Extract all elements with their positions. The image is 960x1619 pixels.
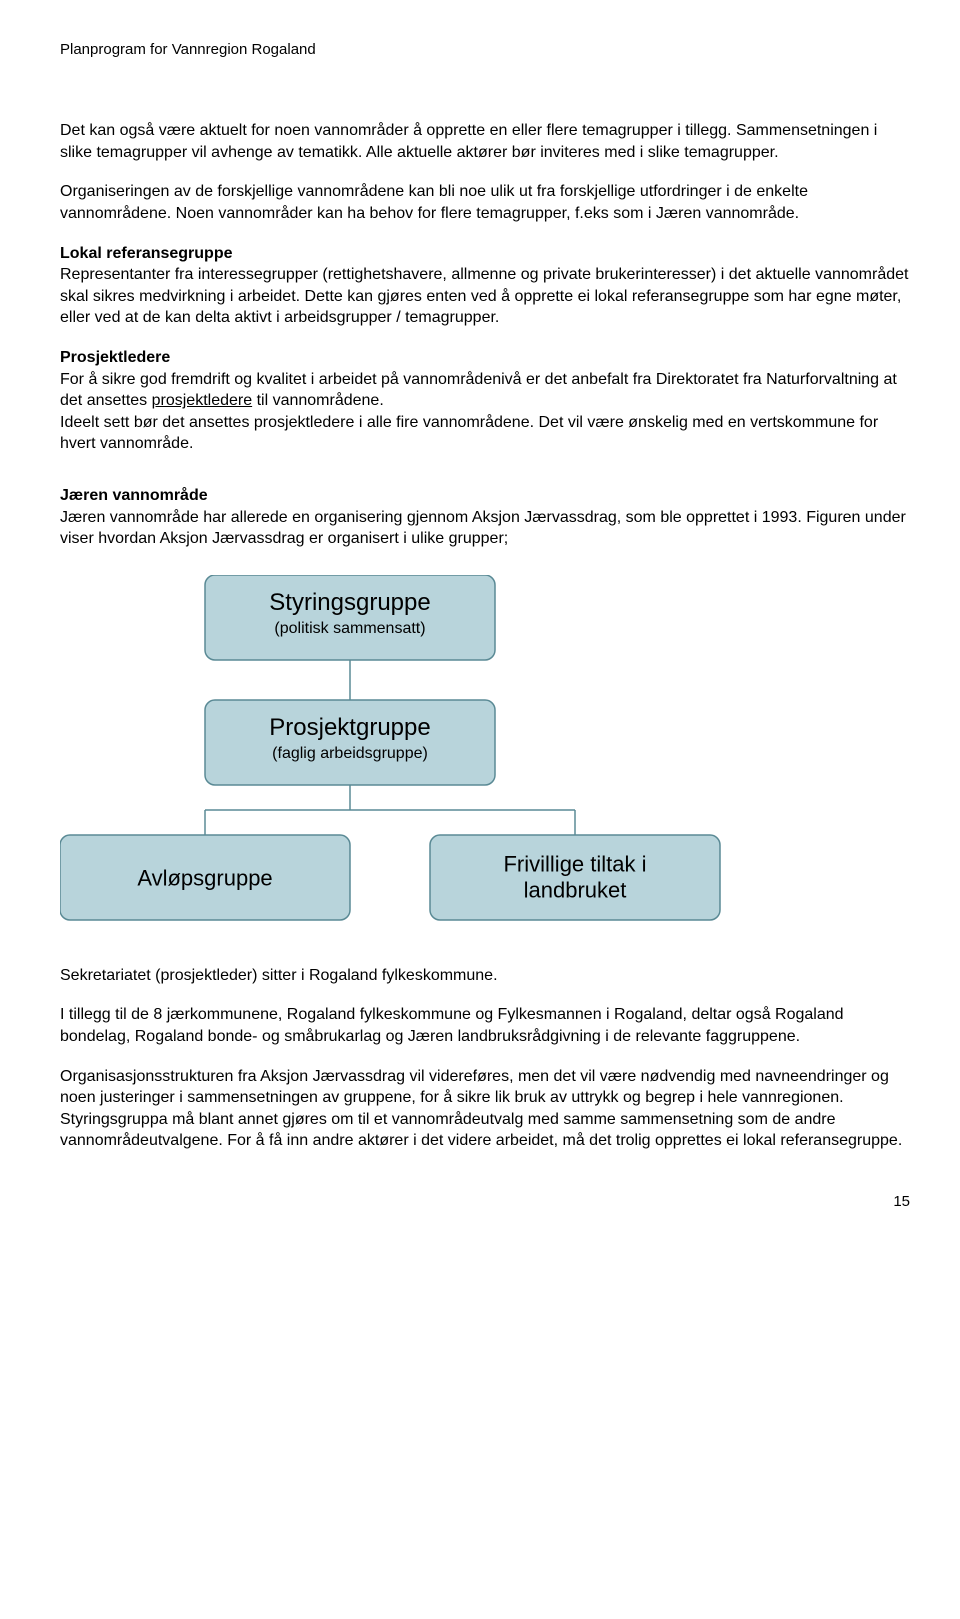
svg-text:Prosjektgruppe: Prosjektgruppe [269,714,430,741]
diagram-node-pros [205,700,495,785]
svg-text:landbruket: landbruket [524,877,627,902]
section-body-prosjektledere-b: til vannområdene. [252,392,384,409]
svg-text:(faglig arbeidsgruppe): (faglig arbeidsgruppe) [272,745,428,762]
section-body-prosjektledere-2: Ideelt sett bør det ansettes prosjektled… [60,414,878,453]
paragraph-intro-2: Organiseringen av de forskjellige vannom… [60,181,910,224]
section-jaeren: Jæren vannområde Jæren vannområde har al… [60,485,910,550]
org-diagram-svg: Styringsgruppe (politisk sammensatt) Prosj… [60,575,820,930]
section-title-prosjektledere: Prosjektledere [60,349,170,366]
underlined-prosjektledere: prosjektledere [152,392,253,409]
section-prosjektledere: Prosjektledere For å sikre god fremdrift… [60,347,910,455]
org-diagram: Styringsgruppe (politisk sammensatt) Prosj… [60,575,910,930]
page-header: Planprogram for Vannregion Rogaland [60,40,910,60]
svg-text:Styringsgruppe: Styringsgruppe [269,589,430,616]
paragraph-after-1: Sekretariatet (prosjektleder) sitter i R… [60,965,910,987]
section-title-lokal: Lokal referansegruppe [60,245,233,262]
paragraph-after-2: I tillegg til de 8 jærkommunene, Rogalan… [60,1004,910,1047]
diagram-node-styr [205,575,495,660]
paragraph-intro-1: Det kan også være aktuelt for noen vanno… [60,120,910,163]
svg-text:(politisk sammensatt): (politisk sammensatt) [274,620,425,637]
paragraph-after-3: Organisasjonsstrukturen fra Aksjon Jærva… [60,1066,910,1152]
section-body-jaeren: Jæren vannområde har allerede en organis… [60,509,906,548]
section-body-lokal: Representanter fra interessegrupper (ret… [60,266,908,326]
page-number: 15 [60,1192,910,1212]
section-lokal-referansegruppe: Lokal referansegruppe Representanter fra… [60,243,910,329]
svg-text:Avløpsgruppe: Avløpsgruppe [137,865,272,890]
section-title-jaeren: Jæren vannområde [60,487,208,504]
svg-text:Frivillige tiltak i: Frivillige tiltak i [503,851,646,876]
